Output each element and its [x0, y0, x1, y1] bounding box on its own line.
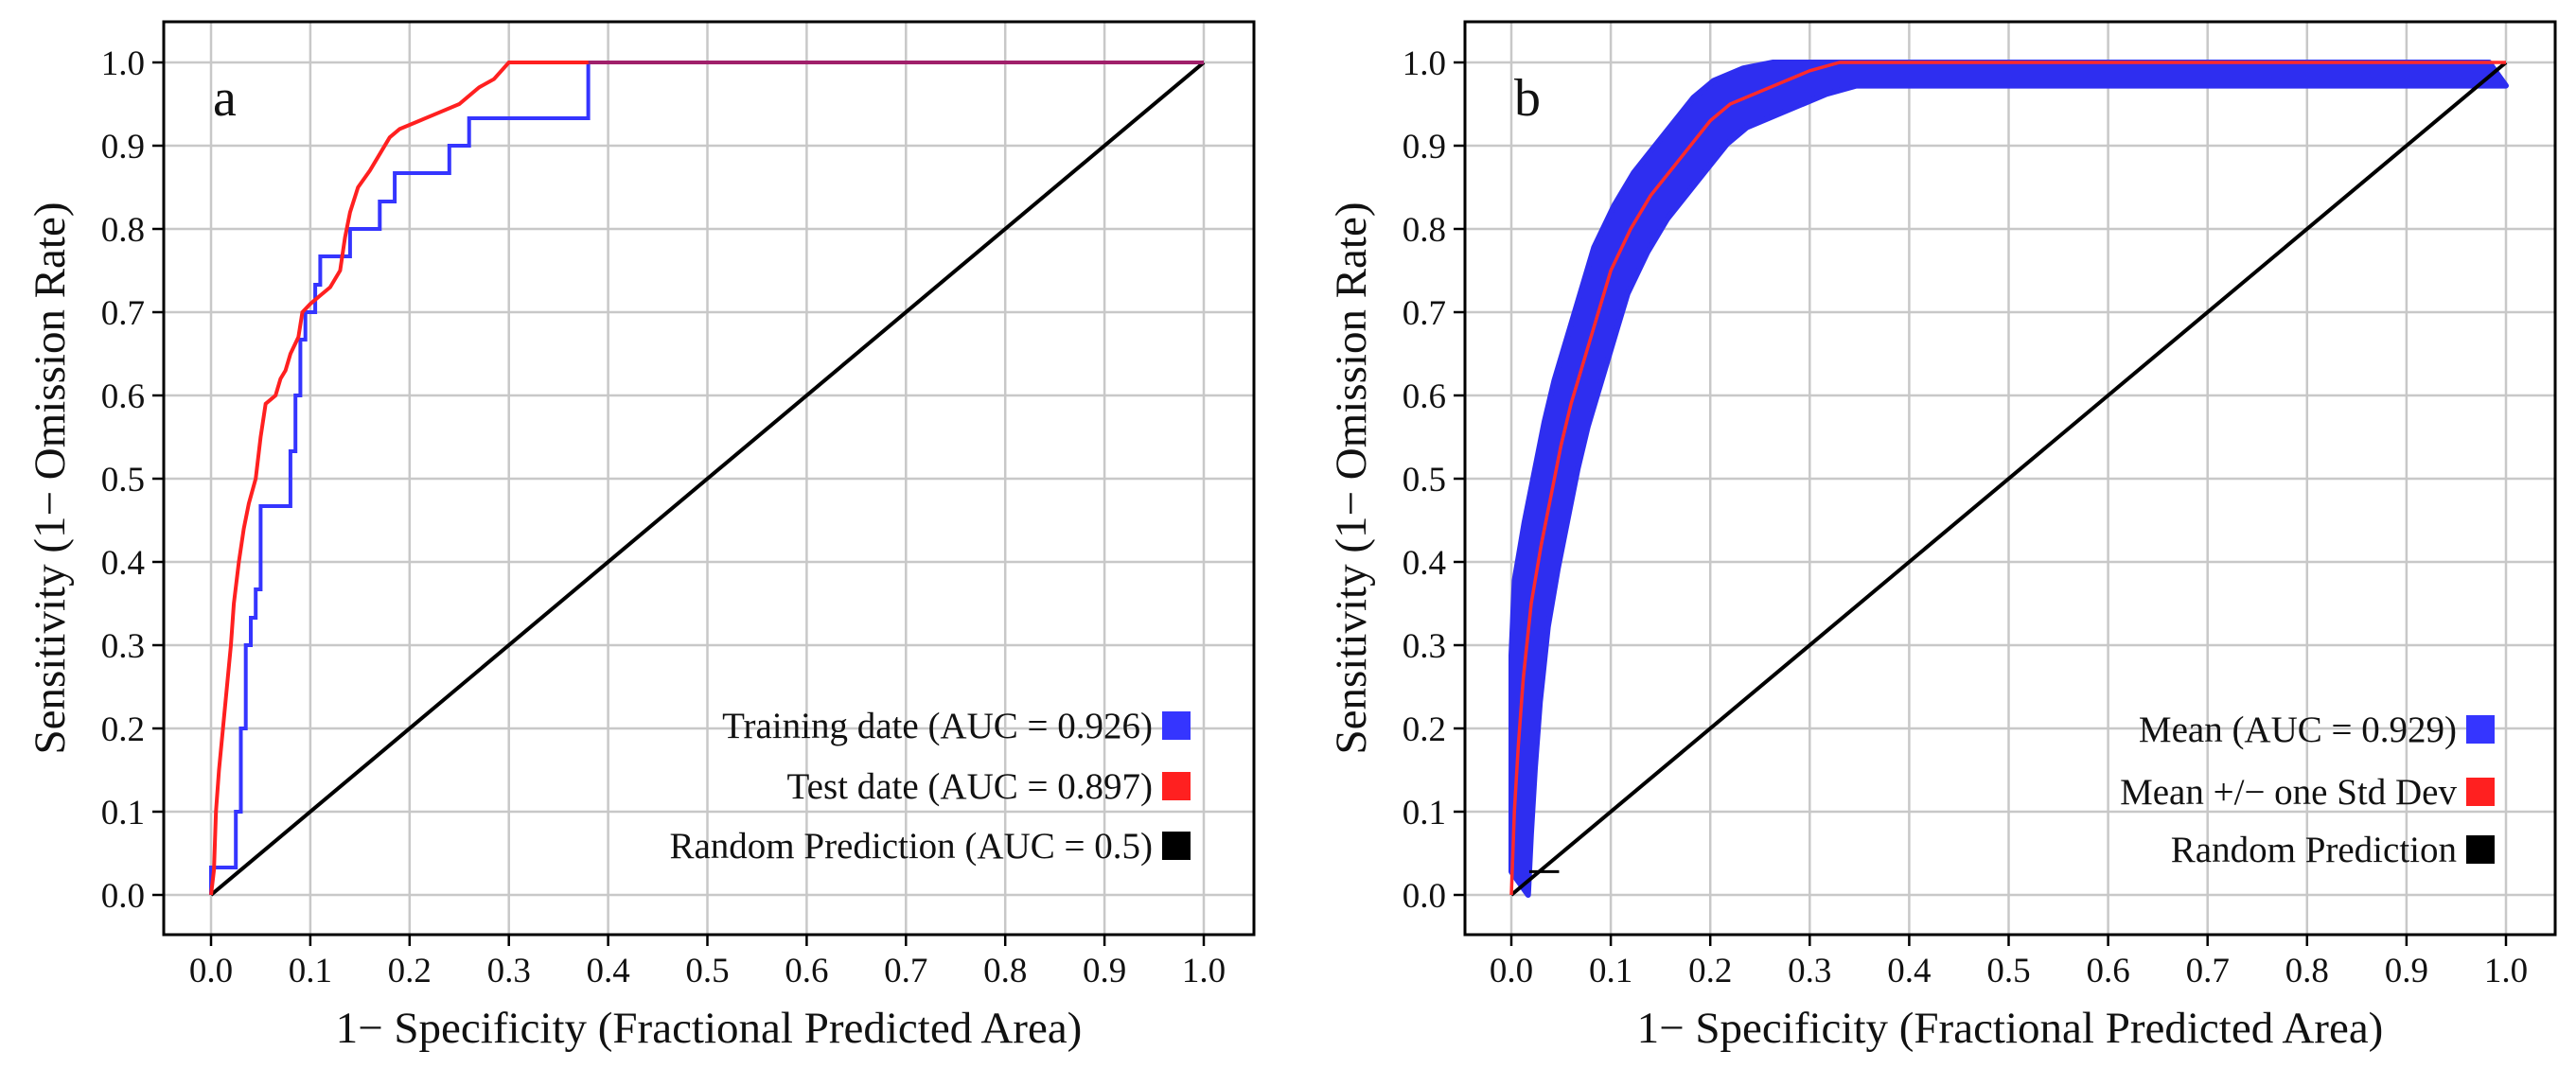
- panel-b-grid: [1465, 22, 2555, 935]
- legend-a-random-swatch: [1162, 832, 1191, 860]
- series-random-prediction: [1509, 61, 2508, 897]
- legend-b-mean-label: Mean (AUC = 0.929): [2139, 710, 2457, 750]
- y-tick-label: 0.0: [1403, 877, 1446, 916]
- x-tick-label: 0.9: [1083, 952, 1126, 990]
- x-tick-label: 0.2: [1688, 952, 1732, 990]
- panel-b-y-axis-label: Sensitivity (1− Omission Rate): [1327, 202, 1376, 755]
- panel-b-y-ticks: 0.0 0.1 0.2 0.3 0.4 0.5 0.6 0.7 0.8 0.9 1.0: [1403, 44, 1465, 916]
- x-tick-label: 0.5: [1986, 952, 2030, 990]
- y-tick-label: 0.4: [1403, 544, 1446, 583]
- y-tick-label: 0.3: [101, 627, 145, 666]
- panel-a-x-ticks: 0.0 0.1 0.2 0.3 0.4 0.5 0.6 0.7 0.8 0.9 1.0: [189, 935, 1226, 990]
- x-tick-label: 1.0: [2484, 952, 2528, 990]
- series-std-band: [1509, 60, 2509, 898]
- y-tick-label: 0.8: [1403, 211, 1446, 250]
- legend-a-random-label: Random Prediction (AUC = 0.5): [669, 826, 1153, 867]
- legend-a-training-swatch: [1162, 711, 1191, 740]
- panel-a-y-ticks: 0.0 0.1 0.2 0.3 0.4 0.5 0.6 0.7 0.8 0.9 1.0: [101, 44, 164, 916]
- panel-b: 0.0 0.1 0.2 0.3 0.4 0.5 0.6 0.7 0.8 0.9 1.0 0.0 0.1…: [1327, 20, 2557, 1053]
- y-tick-label: 0.9: [101, 128, 145, 166]
- panel-b-x-ticks: 0.0 0.1 0.2 0.3 0.4 0.5 0.6 0.7 0.8 0.9 1.0: [1490, 935, 2528, 990]
- y-tick-label: 0.6: [101, 377, 145, 416]
- x-tick-label: 1.0: [1182, 952, 1226, 990]
- x-tick-label: 0.7: [2186, 952, 2230, 990]
- series-test: [209, 61, 1204, 896]
- y-tick-label: 0.8: [101, 211, 145, 250]
- y-tick-label: 0.7: [1403, 294, 1446, 333]
- series-random-prediction: [209, 61, 1206, 897]
- panel-a-x-axis-label: 1− Specificity (Fractional Predicted Are…: [336, 1004, 1083, 1053]
- y-tick-label: 0.7: [101, 294, 145, 333]
- x-tick-label: 0.2: [388, 952, 432, 990]
- panel-a-label: a: [213, 69, 237, 128]
- panel-a-series: [209, 61, 1206, 897]
- y-tick-label: 1.0: [1403, 44, 1446, 83]
- y-tick-label: 0.2: [1403, 710, 1446, 749]
- y-tick-label: 1.0: [101, 44, 145, 83]
- x-tick-label: 0.0: [1490, 952, 1533, 990]
- y-tick-label: 0.6: [1403, 377, 1446, 416]
- panel-a-y-axis-label: Sensitivity (1− Omission Rate): [26, 202, 75, 755]
- y-tick-label: 0.3: [1403, 627, 1446, 666]
- legend-b-mean-swatch: [2466, 715, 2495, 744]
- y-tick-label: 0.5: [1403, 461, 1446, 499]
- panel-b-label: b: [1514, 69, 1541, 128]
- x-tick-label: 0.6: [785, 952, 828, 990]
- series-training: [209, 61, 1204, 895]
- panel-a-legend: Training date (AUC = 0.926) Test date (A…: [669, 706, 1191, 867]
- legend-b-std-label: Mean +/− one Std Dev: [2120, 772, 2457, 813]
- y-tick-label: 0.0: [101, 877, 145, 916]
- y-tick-label: 0.1: [1403, 794, 1446, 832]
- x-tick-label: 0.8: [983, 952, 1027, 990]
- panel-b-x-axis-label: 1− Specificity (Fractional Predicted Are…: [1637, 1004, 2384, 1053]
- x-tick-label: 0.9: [2385, 952, 2428, 990]
- y-tick-label: 0.4: [101, 544, 145, 583]
- x-tick-label: 0.4: [586, 952, 629, 990]
- x-tick-label: 0.5: [685, 952, 729, 990]
- x-tick-label: 0.1: [1589, 952, 1632, 990]
- x-tick-label: 0.8: [2285, 952, 2329, 990]
- legend-a-training-label: Training date (AUC = 0.926): [722, 706, 1153, 746]
- x-tick-label: 0.3: [487, 952, 531, 990]
- x-tick-label: 0.1: [289, 952, 332, 990]
- legend-b-std-swatch: [2466, 778, 2495, 806]
- panel-b-series: [1509, 60, 2509, 898]
- x-tick-label: 0.7: [884, 952, 927, 990]
- y-tick-label: 0.5: [101, 461, 145, 499]
- legend-b-random-label: Random Prediction: [2171, 830, 2457, 870]
- legend-b-random-swatch: [2466, 835, 2495, 864]
- panel-b-legend: Mean (AUC = 0.929) Mean +/− one Std Dev …: [2120, 710, 2495, 870]
- x-tick-label: 0.0: [189, 952, 233, 990]
- legend-a-test-swatch: [1162, 772, 1191, 800]
- y-tick-label: 0.9: [1403, 128, 1446, 166]
- series-mean: [1509, 61, 2506, 896]
- y-tick-label: 0.1: [101, 794, 145, 832]
- y-tick-label: 0.2: [101, 710, 145, 749]
- x-tick-label: 0.6: [2086, 952, 2129, 990]
- legend-a-test-label: Test date (AUC = 0.897): [787, 766, 1153, 807]
- x-tick-label: 0.3: [1788, 952, 1831, 990]
- panel-a: 0.0 0.1 0.2 0.3 0.4 0.5 0.6 0.7 0.8 0.9 1.0 0.0 0.1…: [26, 20, 1256, 1053]
- x-tick-label: 0.4: [1887, 952, 1931, 990]
